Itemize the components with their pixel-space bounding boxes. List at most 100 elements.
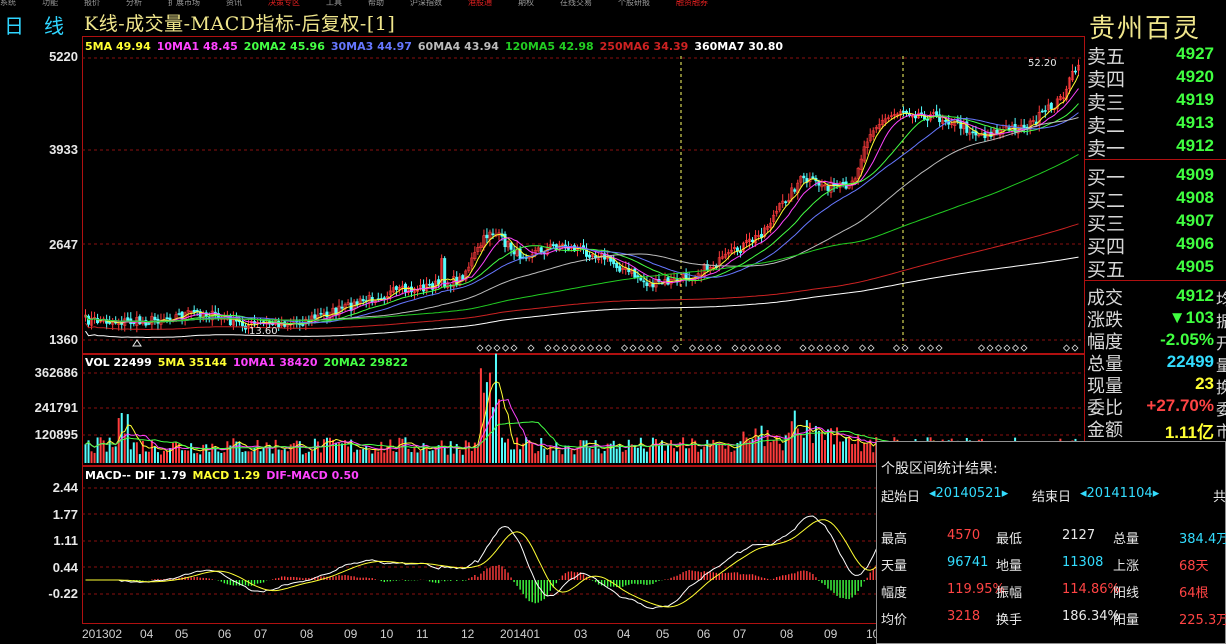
quote-stat-row-clipped-label: 振 — [1216, 312, 1226, 331]
candle-body — [90, 317, 94, 326]
popup-stat-label: 上涨 — [1113, 559, 1140, 574]
quote-stat-row-clipped-label: 委 — [1216, 400, 1226, 419]
top-menu-item[interactable]: 扩展市场 — [168, 0, 200, 6]
top-menu-item[interactable]: 分析 — [126, 0, 142, 6]
volume-bar — [679, 442, 682, 463]
volume-bar — [102, 440, 105, 463]
volume-bar — [283, 449, 286, 463]
top-menu-item[interactable]: 系统 — [0, 0, 16, 6]
volume-bar — [253, 447, 256, 463]
volume-bar — [365, 445, 368, 463]
volume-bar — [811, 443, 814, 463]
candle-body — [799, 176, 803, 183]
volume-bar — [401, 438, 404, 463]
bid-row: 买一 4909 — [1085, 163, 1226, 189]
volume-bar — [546, 454, 549, 463]
volume-bar — [199, 454, 202, 463]
top-menu-item[interactable]: 融资融券 — [676, 0, 708, 6]
candle-body — [434, 280, 438, 290]
volume-bar — [419, 450, 422, 463]
volume-bar — [739, 441, 742, 463]
candle-body — [126, 317, 130, 321]
volume-bar — [338, 442, 341, 463]
price-chart-panel[interactable] — [82, 36, 1085, 354]
candle-body — [639, 276, 643, 281]
popup-stat-value: 4570 — [947, 528, 981, 543]
volume-bar — [597, 448, 600, 463]
top-menu-item[interactable]: 工具 — [326, 0, 342, 6]
top-menu-item[interactable]: 港股通 — [468, 0, 492, 6]
candle-body — [941, 120, 945, 124]
event-diamond-icon — [901, 344, 909, 352]
volume-bar — [332, 439, 334, 463]
period-tab-day[interactable]: 日 — [4, 14, 24, 38]
volume-bar — [229, 445, 232, 463]
volume-bar — [664, 450, 666, 463]
event-diamond-icon — [688, 344, 697, 352]
date-axis-label: 12 — [461, 627, 475, 641]
volume-bar — [322, 439, 325, 463]
bid-row-label: 买五 — [1087, 259, 1126, 281]
volume-bar — [187, 450, 190, 463]
volume-bar — [682, 437, 685, 463]
top-menu-item[interactable]: 期权 — [518, 0, 534, 6]
candle-body — [503, 233, 507, 248]
period-tab-line[interactable]: 线 — [44, 14, 64, 38]
top-menu-item[interactable]: 决策专区 — [268, 0, 300, 6]
top-menu-item[interactable]: 沪深指数 — [410, 0, 442, 6]
volume-bar — [380, 441, 383, 463]
candle-body — [901, 111, 905, 113]
volume-bar — [310, 450, 313, 463]
event-diamond-icon — [1011, 344, 1020, 352]
volume-bar — [654, 438, 657, 463]
moving-average-line — [85, 103, 1079, 325]
volume-bar — [691, 438, 694, 463]
candle-body — [992, 129, 996, 137]
candle-body — [443, 258, 447, 288]
volume-bar — [244, 451, 247, 463]
top-menu-item[interactable]: 个股研报 — [618, 0, 650, 6]
ma-legend-entry: 120MA5 42.98 — [504, 40, 594, 53]
date-axis-label: 201302 — [82, 627, 123, 641]
candle-body — [527, 256, 531, 259]
bid-row-label: 买二 — [1087, 190, 1126, 212]
top-menu-item[interactable]: 帮助 — [368, 0, 384, 6]
date-axis-label: 06 — [218, 627, 232, 641]
volume-bar — [651, 437, 654, 463]
candle-body — [1064, 88, 1068, 100]
ask-row-label: 卖五 — [1087, 46, 1126, 68]
volume-bar — [854, 443, 857, 463]
volume-bar — [422, 443, 425, 463]
candle-body — [871, 130, 875, 137]
top-menu-item[interactable]: 功能 — [42, 0, 58, 6]
volume-bar — [129, 449, 132, 463]
event-diamond-icon — [1062, 344, 1071, 352]
quote-stat-row-label: 金额 — [1087, 420, 1123, 441]
popup-stat-label: 最高 — [881, 532, 908, 547]
top-menu-item[interactable]: 资讯 — [226, 0, 242, 6]
candle-body — [862, 146, 866, 162]
start-date-picker[interactable]: ◂20140521▸ — [929, 486, 1009, 501]
top-menu-item[interactable]: 在线交易 — [560, 0, 592, 6]
event-diamond-icon — [552, 344, 561, 352]
volume-bar — [754, 428, 757, 463]
volume-axis-tick: 362686 — [34, 365, 78, 380]
top-menu-item[interactable]: 报价 — [84, 0, 100, 6]
candle-body — [397, 287, 401, 290]
popup-stat-value: 384.4万 — [1179, 532, 1226, 547]
quote-stat-row: 幅度 -2.05% 开 — [1085, 328, 1226, 353]
volume-bar — [259, 451, 262, 463]
candle-body — [177, 313, 181, 315]
candle-body — [1043, 110, 1047, 112]
macd-axis-tick: 0.44 — [52, 560, 78, 575]
volume-bar — [316, 441, 319, 463]
volume-bar — [482, 392, 485, 463]
end-date-picker[interactable]: ◂20141104▸ — [1080, 486, 1160, 501]
volume-bar — [766, 430, 769, 463]
candle-body — [666, 277, 670, 285]
bid-row-value: 4907 — [1176, 211, 1214, 230]
event-diamond-icon — [595, 344, 603, 352]
range-statistics-popup[interactable]: 个股区间统计结果: 起始日 ◂20140521▸ 结束日 ◂20141104▸ … — [876, 441, 1226, 644]
volume-chart-panel[interactable] — [82, 354, 1085, 466]
volume-bar — [196, 452, 199, 463]
